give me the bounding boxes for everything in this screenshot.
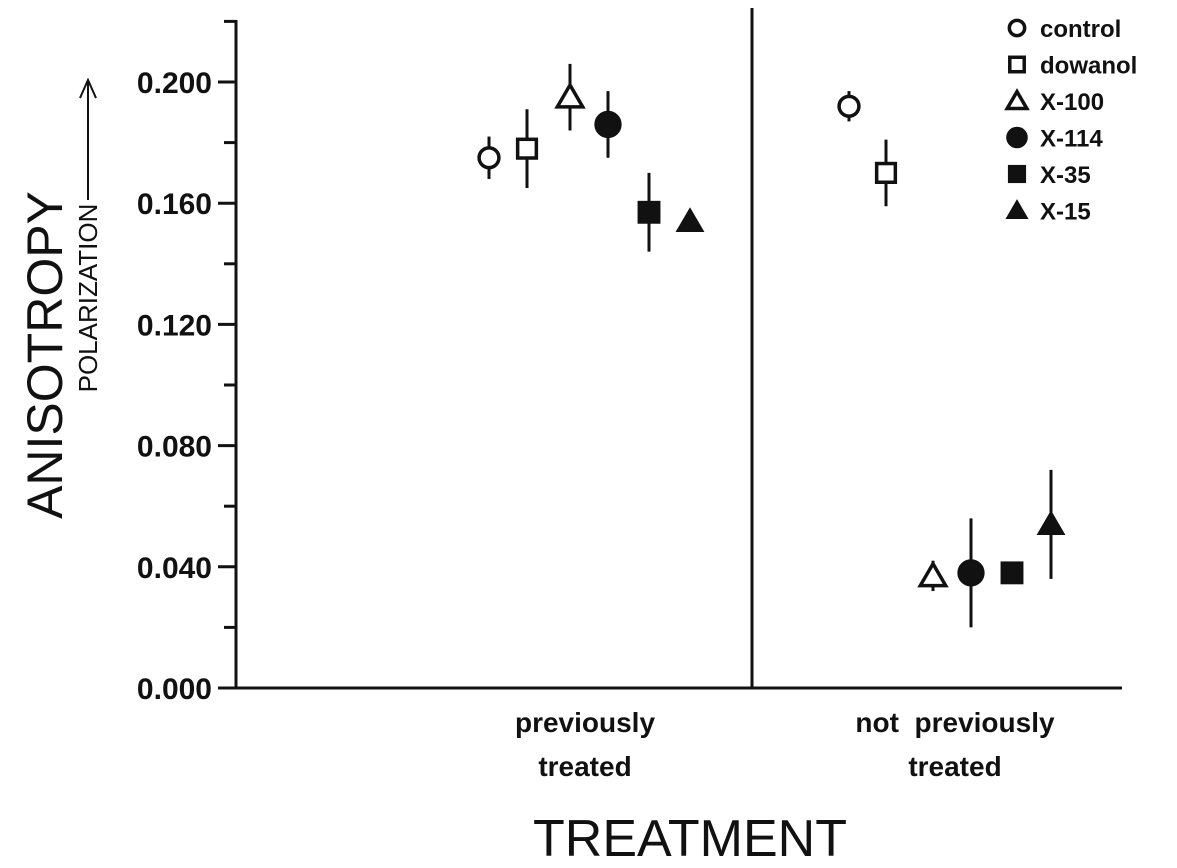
y-tick-label: 0.160 [137,188,212,221]
data-point [637,200,661,224]
legend-marker [1008,55,1026,74]
y-axis-arrow [79,77,97,200]
data-point [515,137,539,160]
category-label: not previously [855,707,1055,738]
category-label: treated [908,751,1001,782]
legend-marker [1007,18,1027,38]
data-point [917,560,949,588]
data-point [675,207,705,233]
legend-label: X-114 [1040,126,1103,153]
data-point [874,161,898,185]
legend-marker [1004,88,1030,111]
legend-label: X-15 [1040,199,1091,226]
y-tick-label: 0.120 [137,309,212,342]
data-point [594,110,622,139]
legend-label: dowanol [1040,53,1137,80]
axes [234,8,1122,690]
y-tick-label: 0.200 [137,67,212,100]
data-point [837,94,861,118]
y-tick-label: 0.080 [137,431,212,464]
category-label: previously [515,707,655,738]
data-point [957,559,985,587]
y-tick-label: 0.040 [137,552,212,585]
y-ticks: 0.000 0.040 0.080 0.120 0.160 0.200 [137,19,236,706]
legend-marker [1007,164,1027,184]
data-marks [477,63,1066,628]
legend-label: X-100 [1040,89,1104,116]
category-labels: previously treated not previously treated [515,707,1055,782]
legend-marker [1006,126,1028,149]
data-point [477,146,501,170]
legend: control dowanol X-100 X-114 X-35 X-15 [1004,16,1137,226]
category-label: treated [538,751,631,782]
x-axis-label: TREATMENT [533,810,847,868]
y-axis-sublabel: POLARIZATION [73,204,103,393]
legend-label: control [1040,16,1121,43]
legend-marker [1005,199,1029,219]
y-tick-label: 0.000 [137,673,212,706]
data-point [1000,561,1024,585]
data-point [554,81,586,109]
data-point [1036,510,1066,536]
y-axis-label: ANISOTROPY [17,191,73,519]
legend-label: X-35 [1040,162,1091,189]
